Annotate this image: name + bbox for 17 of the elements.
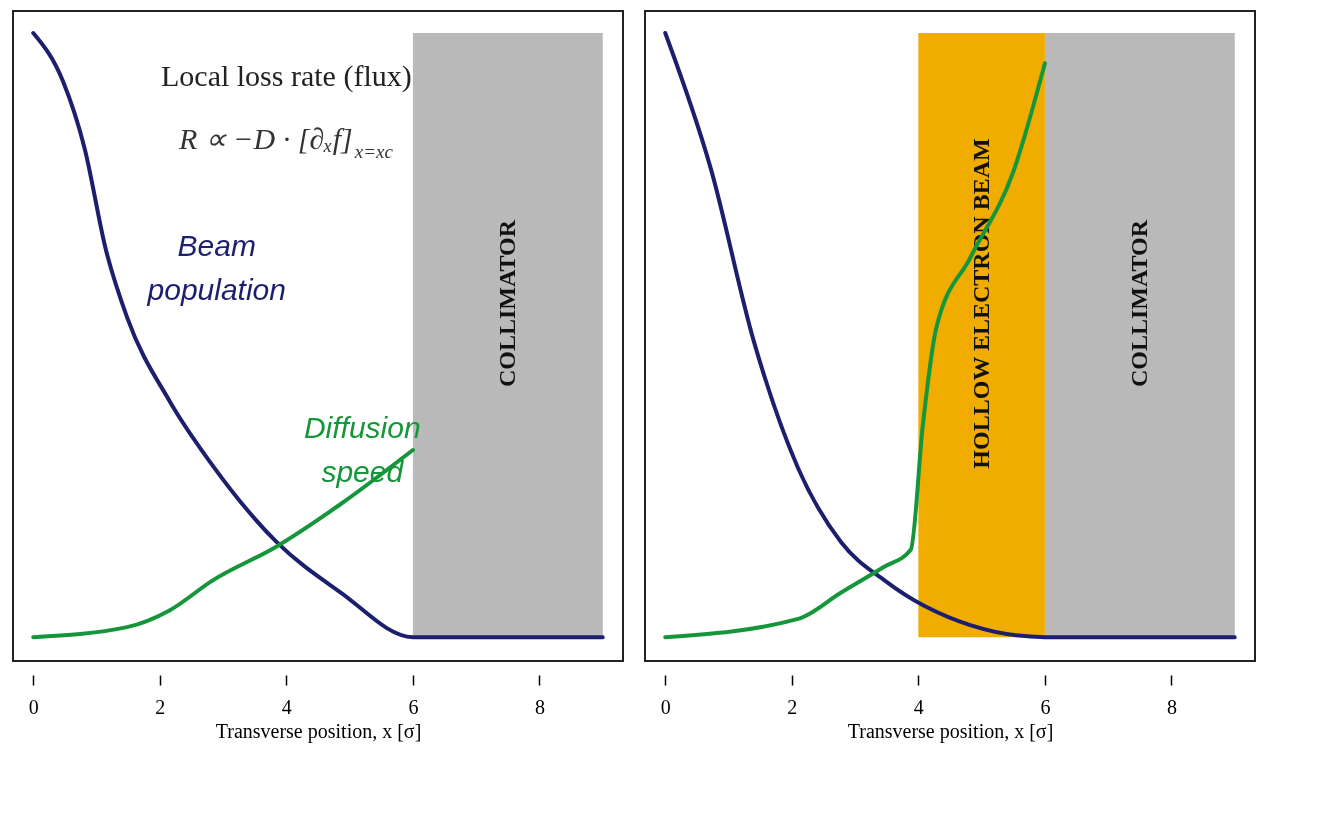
x-tick-label: 0 — [660, 695, 671, 718]
x-tick-label: 4 — [913, 695, 924, 718]
band-label: COLLIMATOR — [1125, 219, 1152, 388]
x-axis-title: Transverse position, x [σ] — [215, 719, 422, 743]
series-label: Beam population — [146, 228, 286, 306]
x-tick-label: 2 — [787, 695, 798, 718]
x-tick-label: 2 — [155, 695, 166, 718]
band-label: HOLLOW ELECTRON BEAM — [967, 138, 994, 469]
x-tick-label: 6 — [408, 695, 419, 718]
band-label: COLLIMATOR — [493, 219, 520, 388]
x-tick-label: 6 — [1040, 695, 1051, 718]
x-tick-label: 4 — [281, 695, 292, 718]
x-tick-label: 8 — [534, 695, 545, 718]
x-axis-title: Transverse position, x [σ] — [847, 719, 1054, 743]
x-tick-label: 8 — [1166, 695, 1177, 718]
annotation: Local loss rate (flux) — [160, 58, 412, 93]
x-tick-label: 0 — [28, 695, 39, 718]
